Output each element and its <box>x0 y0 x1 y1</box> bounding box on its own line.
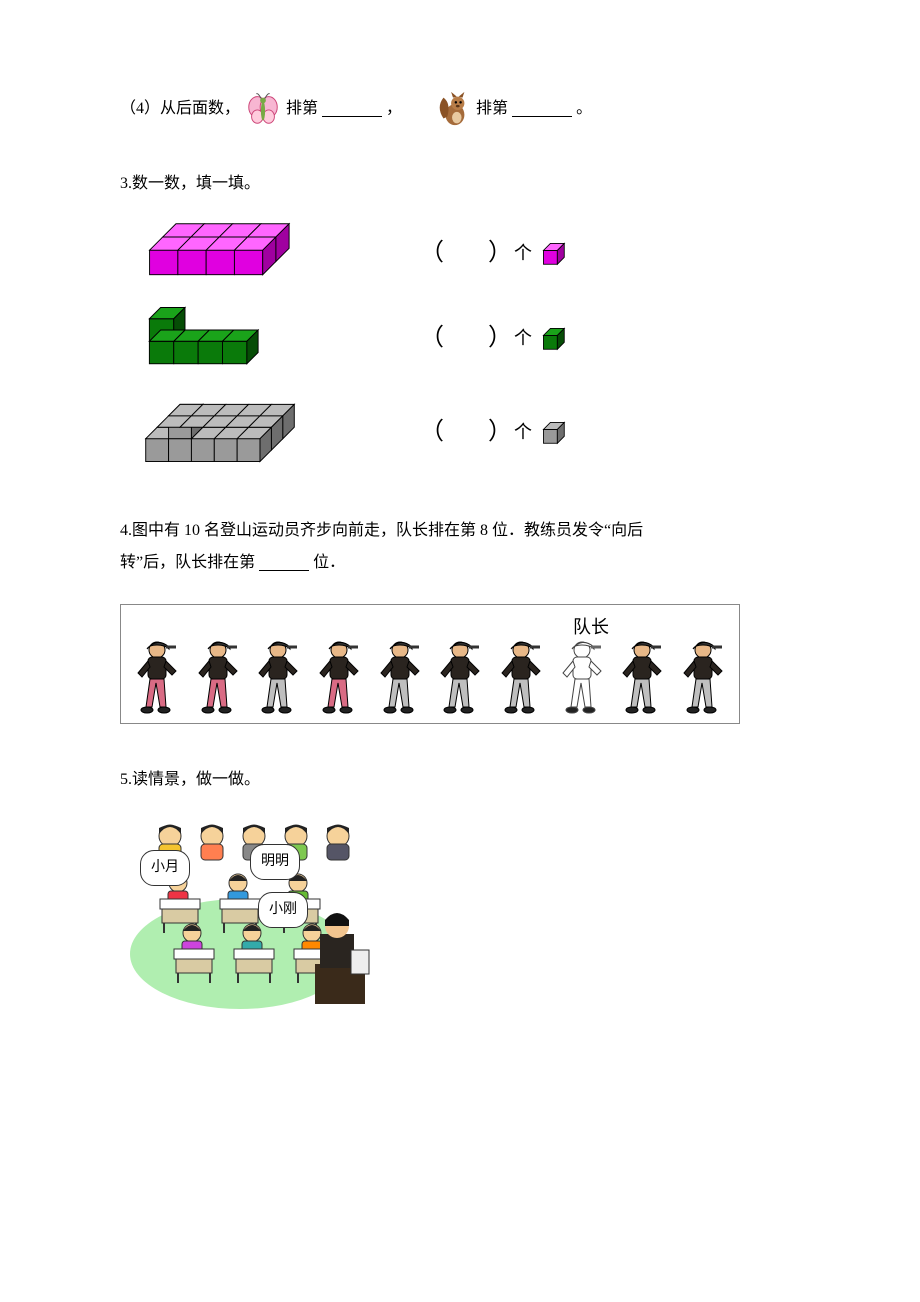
hiker-captain-icon <box>556 637 608 717</box>
question-3-title: 3.数一数，填一填。 <box>120 168 800 200</box>
q2-comma: ， <box>386 93 402 125</box>
hiker-icon <box>616 637 668 717</box>
q2-mid2: 排第 <box>476 93 508 125</box>
squirrel-icon <box>434 90 472 128</box>
unit-label: 个 <box>514 320 532 356</box>
q2-end: 。 <box>576 93 592 125</box>
bubble-mingming: 明明 <box>250 844 300 880</box>
hiker-icon <box>252 637 304 717</box>
paren-close: ） <box>488 408 512 456</box>
paren-open: （ <box>420 229 444 277</box>
bubble-xiaogang: 小刚 <box>258 892 308 928</box>
cube-icon <box>540 240 566 266</box>
q2-prefix: （4）从后面数， <box>120 93 240 125</box>
cube-icon <box>540 419 566 445</box>
hiker-icon <box>374 637 426 717</box>
unit-label: 个 <box>514 235 532 271</box>
q2-mid1: 排第 <box>286 93 318 125</box>
q3-row-2: （ ） 个 <box>140 300 800 375</box>
bubble-xiaoyue: 小月 <box>140 850 190 886</box>
q3-row-3: （ ） 个 <box>140 389 800 475</box>
hiker-icon <box>131 637 183 717</box>
question-2-sub4: （4）从后面数， 排第 ， 排第 。 <box>120 90 800 128</box>
q4-line2b: 位． <box>313 547 345 579</box>
hiker-icon <box>495 637 547 717</box>
q4-line2a: 转”后，队长排在第 <box>120 547 255 579</box>
unit-label: 个 <box>514 414 532 450</box>
hiker-icon <box>313 637 365 717</box>
question-5-title: 5.读情景，做一做。 <box>120 764 800 796</box>
blank-input[interactable] <box>512 101 572 117</box>
paren-open: （ <box>420 408 444 456</box>
hiker-icon <box>434 637 486 717</box>
butterfly-icon <box>244 90 282 128</box>
blank-input[interactable] <box>322 101 382 117</box>
q3-row-1: （ ） 个 <box>140 220 800 286</box>
paren-close: ） <box>488 229 512 277</box>
question-5-figure: 小月 明明 小刚 <box>130 814 390 1014</box>
paren-close: ） <box>488 314 512 362</box>
hiker-icon <box>677 637 729 717</box>
blank-input[interactable] <box>259 555 309 571</box>
paren-open: （ <box>420 314 444 362</box>
question-4-figure: 队长 <box>120 604 740 724</box>
hiker-icon <box>192 637 244 717</box>
q4-line1: 4.图中有 10 名登山运动员齐步向前走，队长排在第 8 位．教练员发令“向后 <box>120 515 800 547</box>
cube-icon <box>540 325 566 351</box>
question-3-figure: （ ） 个 <box>140 220 800 475</box>
question-4: 4.图中有 10 名登山运动员齐步向前走，队长排在第 8 位．教练员发令“向后 … <box>120 515 800 579</box>
